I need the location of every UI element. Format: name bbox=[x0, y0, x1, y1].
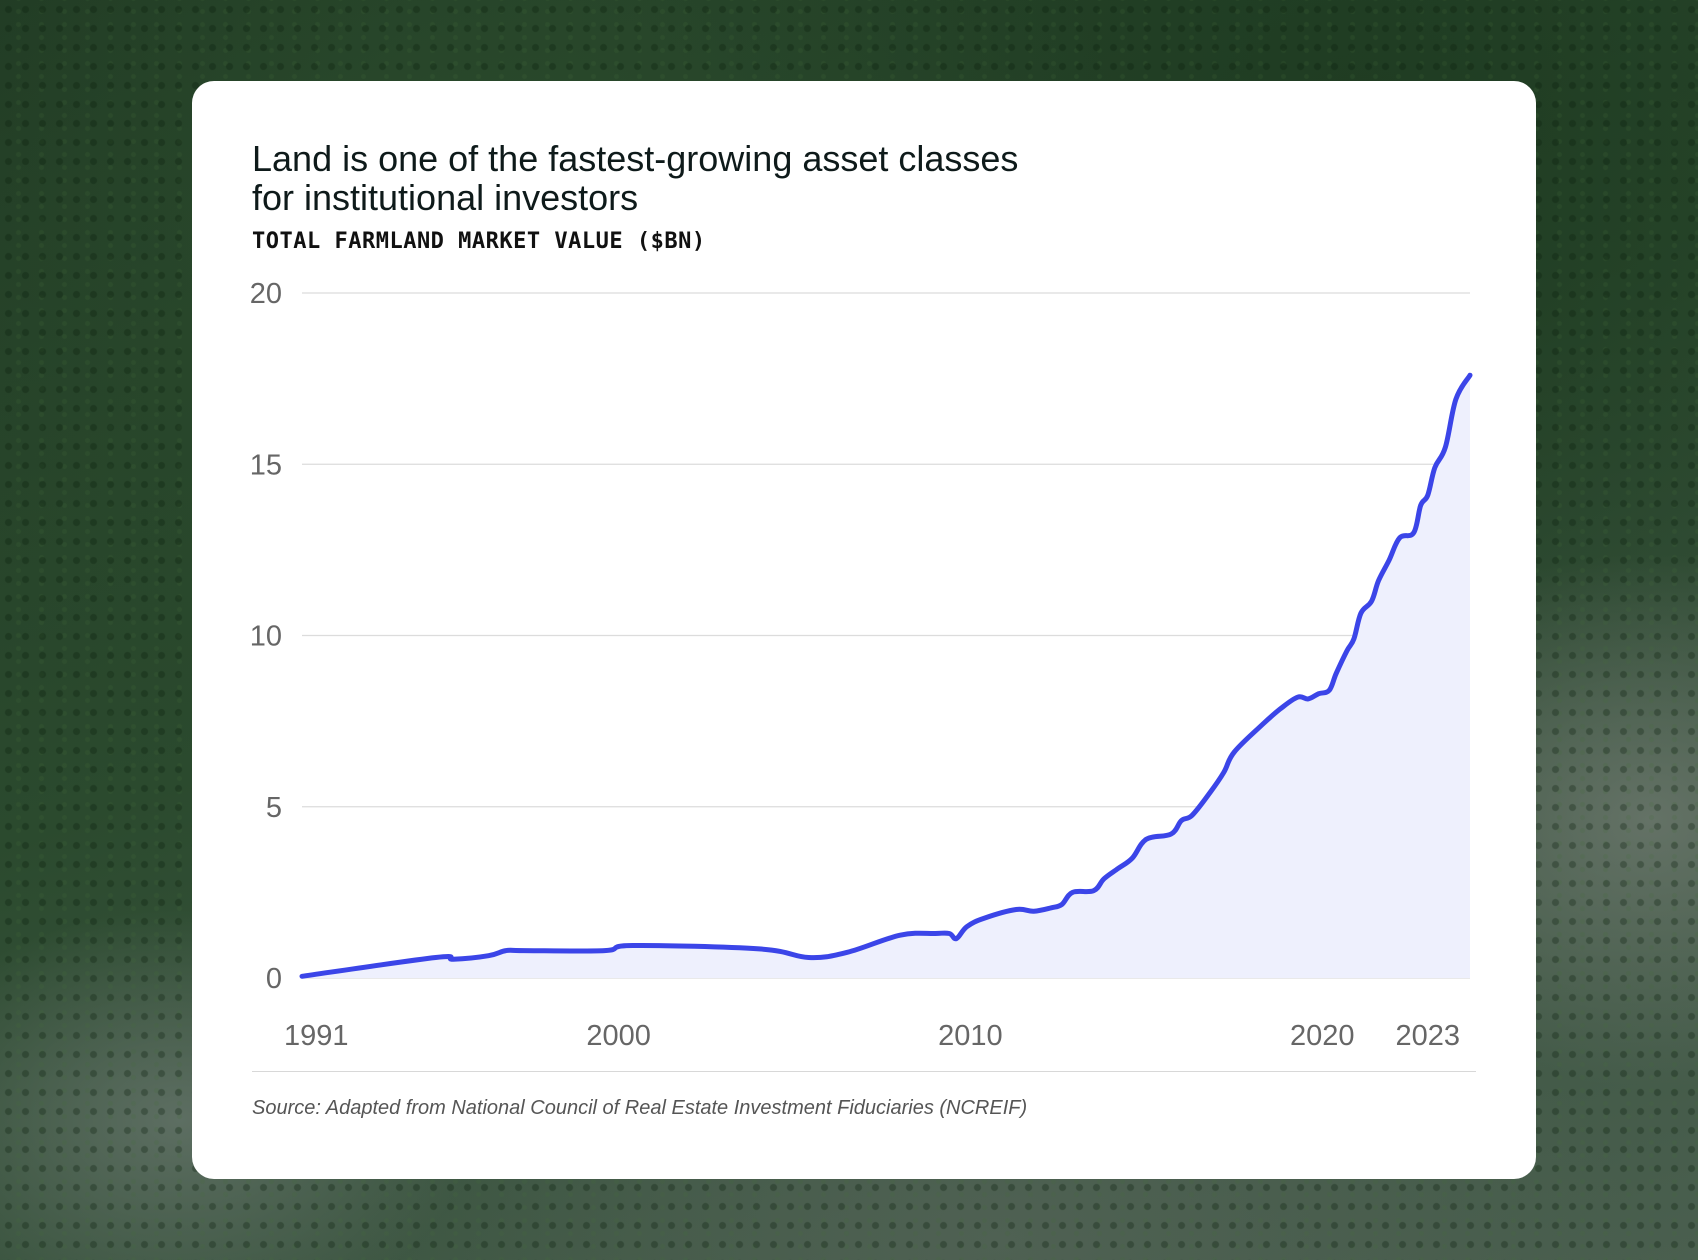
x-tick-label: 2000 bbox=[586, 1020, 651, 1052]
data-point bbox=[1222, 771, 1226, 775]
data-point bbox=[1377, 579, 1381, 583]
chart-title: Land is one of the fastest-growing asset… bbox=[252, 139, 1252, 217]
data-point bbox=[300, 974, 304, 978]
data-point bbox=[1419, 503, 1423, 507]
data-point bbox=[1208, 791, 1212, 795]
data-point bbox=[1412, 531, 1416, 535]
data-point bbox=[845, 950, 849, 954]
data-point bbox=[1359, 611, 1363, 615]
data-point bbox=[1334, 671, 1338, 675]
y-tick-label: 15 bbox=[250, 449, 282, 481]
chart-subtitle: TOTAL FARMLAND MARKET VALUE ($BN) bbox=[252, 229, 706, 254]
source-note: Source: Adapted from National Council of… bbox=[252, 1097, 1028, 1119]
data-point bbox=[631, 944, 635, 948]
data-point bbox=[1345, 649, 1349, 653]
data-point bbox=[603, 949, 607, 953]
data-point bbox=[1296, 695, 1300, 699]
data-point bbox=[1071, 890, 1075, 894]
data-point bbox=[1130, 856, 1134, 860]
data-point bbox=[1180, 819, 1184, 823]
data-point bbox=[1049, 906, 1053, 910]
series-area-fill bbox=[302, 375, 1470, 978]
chart-title-line-1: Land is one of the fastest-growing asset… bbox=[252, 138, 1019, 179]
data-point bbox=[1014, 908, 1018, 912]
x-tick-label: 2010 bbox=[938, 1020, 1003, 1052]
data-point bbox=[1306, 697, 1310, 701]
x-tick-label: 2020 bbox=[1290, 1020, 1355, 1052]
data-point bbox=[954, 937, 958, 941]
data-point bbox=[1468, 373, 1472, 377]
data-point bbox=[1370, 599, 1374, 603]
data-point bbox=[1398, 536, 1402, 540]
y-tick-label: 0 bbox=[266, 963, 282, 995]
x-tick-label: 2023 bbox=[1396, 1020, 1461, 1052]
data-point bbox=[1032, 909, 1036, 913]
chart-title-line-2: for institutional investors bbox=[252, 177, 639, 218]
line-chart: 0 5 10 15 20 1991 2000 2010 2020 2023 bbox=[250, 278, 1473, 1052]
data-point bbox=[1232, 750, 1236, 754]
y-tick-label: 10 bbox=[250, 621, 282, 653]
data-point bbox=[807, 956, 811, 960]
data-point bbox=[1144, 837, 1148, 841]
footer-divider bbox=[252, 1071, 1476, 1072]
data-point bbox=[947, 932, 951, 936]
data-point bbox=[757, 947, 761, 951]
y-tick-label: 20 bbox=[250, 278, 282, 310]
data-point bbox=[898, 933, 902, 937]
data-point bbox=[1454, 397, 1458, 401]
data-point bbox=[1327, 688, 1331, 692]
data-point bbox=[1352, 637, 1356, 641]
chart-card: Land is one of the fastest-growing asset… bbox=[192, 81, 1536, 1179]
data-point bbox=[1443, 445, 1447, 449]
data-point bbox=[487, 954, 491, 958]
x-tick-label: 1991 bbox=[284, 1020, 349, 1052]
data-point bbox=[1169, 832, 1173, 836]
y-tick-label: 5 bbox=[266, 792, 282, 824]
data-point bbox=[983, 916, 987, 920]
data-point bbox=[522, 949, 526, 953]
data-point bbox=[1387, 558, 1391, 562]
data-point bbox=[1092, 889, 1096, 893]
data-point bbox=[933, 932, 937, 936]
data-point bbox=[1317, 692, 1321, 696]
data-point bbox=[504, 949, 508, 953]
data-point bbox=[434, 956, 438, 960]
data-point bbox=[1116, 866, 1120, 870]
data-point bbox=[1060, 902, 1064, 906]
data-point bbox=[1278, 707, 1282, 711]
data-point bbox=[1102, 877, 1106, 881]
data-point bbox=[1426, 493, 1430, 497]
data-point bbox=[451, 957, 455, 961]
data-point bbox=[1190, 813, 1194, 817]
data-point bbox=[1433, 466, 1437, 470]
data-point bbox=[1260, 723, 1264, 727]
series-line bbox=[299, 372, 1473, 979]
data-point bbox=[965, 925, 969, 929]
